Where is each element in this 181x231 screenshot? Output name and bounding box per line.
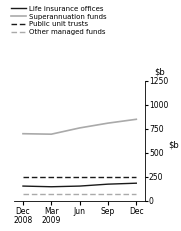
Y-axis label: $b: $b	[169, 141, 179, 150]
Line: Life insurance offices: Life insurance offices	[23, 183, 136, 187]
Other managed funds	[135, 192, 137, 195]
Superannuation funds	[22, 132, 24, 135]
Other managed funds	[79, 192, 81, 195]
Superannuation funds	[79, 127, 81, 129]
Other managed funds	[50, 192, 52, 195]
Superannuation funds	[50, 133, 52, 136]
Public unit trusts	[107, 176, 109, 178]
Other managed funds	[107, 192, 109, 195]
Superannuation funds	[107, 122, 109, 125]
Superannuation funds	[135, 118, 137, 121]
Life insurance offices	[22, 185, 24, 188]
Life insurance offices	[79, 185, 81, 188]
Public unit trusts	[135, 176, 137, 178]
Life insurance offices	[107, 183, 109, 185]
Life insurance offices	[135, 182, 137, 185]
Public unit trusts	[50, 176, 52, 178]
Legend: Life insurance offices, Superannuation funds, Public unit trusts, Other managed : Life insurance offices, Superannuation f…	[11, 6, 106, 35]
Public unit trusts	[22, 176, 24, 178]
Other managed funds	[22, 192, 24, 195]
Line: Superannuation funds: Superannuation funds	[23, 119, 136, 134]
Text: $b: $b	[154, 67, 165, 76]
Public unit trusts	[79, 176, 81, 178]
Life insurance offices	[50, 185, 52, 188]
